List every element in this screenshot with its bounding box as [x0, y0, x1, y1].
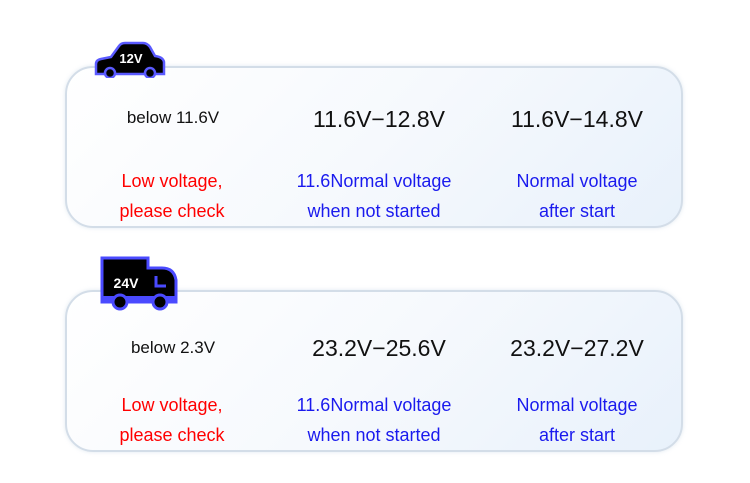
range-not-started: 11.6V−12.8V: [313, 106, 445, 132]
car-icon: 12V: [94, 41, 166, 78]
badge-12v: 12V: [119, 51, 142, 66]
normal-after-start-label: Normal voltage after start: [497, 390, 657, 450]
line: when not started: [307, 201, 441, 221]
range-after-start: 23.2V−27.2V: [510, 335, 644, 361]
line: when not started: [307, 425, 441, 445]
line: Low voltage,: [121, 395, 223, 415]
range-not-started: 23.2V−25.6V: [312, 335, 446, 361]
24v-card: below 2.3V 23.2V−25.6V 23.2V−27.2V Low v…: [65, 290, 683, 452]
low-voltage-label: Low voltage, please check: [97, 390, 247, 450]
line: after start: [538, 201, 616, 221]
range-after-start: 11.6V−14.8V: [511, 106, 643, 132]
line: please check: [119, 425, 225, 445]
line: after start: [538, 425, 616, 445]
line: 11.6Normal voltage: [296, 171, 452, 191]
line: please check: [119, 201, 225, 221]
line: Normal voltage: [516, 395, 638, 415]
truck-icon: 24V: [100, 256, 178, 311]
line: 11.6Normal voltage: [296, 395, 452, 415]
normal-not-started-label: 11.6Normal voltage when not started: [274, 390, 474, 450]
12v-card: below 11.6V 11.6V−12.8V 11.6V−14.8V Low …: [65, 66, 683, 228]
normal-after-start-label: Normal voltage after start: [497, 166, 657, 226]
line: Low voltage,: [121, 171, 223, 191]
normal-not-started-label: 11.6Normal voltage when not started: [274, 166, 474, 226]
badge-24v: 24V: [114, 275, 140, 291]
low-voltage-label: Low voltage, please check: [97, 166, 247, 226]
line: Normal voltage: [516, 171, 638, 191]
low-threshold: below 2.3V: [130, 338, 216, 357]
low-threshold: below 11.6V: [126, 108, 220, 127]
